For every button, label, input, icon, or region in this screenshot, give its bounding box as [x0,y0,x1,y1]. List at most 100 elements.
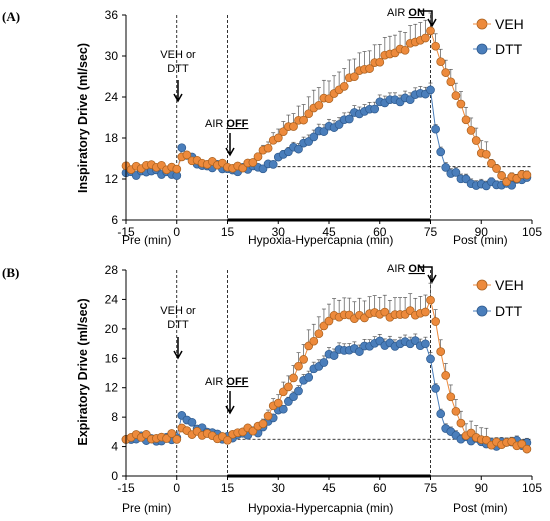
panel-a-veh-point [441,68,451,77]
panel-a-x-tick-label: 45 [322,225,336,239]
panel-b-y-tick-label: 0 [111,469,118,483]
panel-b-veh-point [309,336,319,346]
panel-b-segment-label-pre: Pre (min) [122,501,171,515]
panel-b-air-off-prefix: AIR [205,376,226,388]
panel-a-air-on-arrow [419,10,437,28]
panel-b-dtt-point [436,409,446,419]
panel-a-veh-point [238,163,248,173]
panel-a-veh-point [466,126,476,135]
panel-a-veh-point [289,122,298,131]
panel-a-dtt-point [405,95,415,105]
panel-b-veh-point [380,307,390,317]
panel-b-y-tick-label: 4 [111,440,118,454]
panel-a-dtt-point [294,144,303,154]
panel-b-segment-label-post: Post (min) [453,501,508,515]
panel-a-veh-point [278,127,288,137]
panel-b-veh-point [522,444,532,454]
panel-b-x-tick-label: 75 [424,481,438,495]
panel-b-dtt-point [187,417,197,427]
panel-b-dtt-point [431,384,440,393]
panel-a-x-tick-label: -15 [117,225,135,239]
panel-a-segment-label-pre: Pre (min) [122,233,171,247]
panel-b-data-points [121,295,532,454]
panel-a-y-tick-label: 36 [105,8,119,22]
panel-a-veh-point [431,41,440,51]
panel-b-x-tick-label: 15 [221,481,235,495]
panel-b-veh-point [314,329,324,339]
panel-a-legend-veh-label: VEH [495,16,524,32]
panel-a-x-tick-labels: -15 0 15 30 45 60 75 90 105 [117,225,542,239]
panel-b-y-tick-label: 12 [105,381,119,395]
panel-a-veh-point [172,164,182,174]
panel-a-veh-point [492,164,501,173]
panel-a-veh-point [481,149,491,159]
panel-a-y-tick-label: 6 [111,213,118,227]
panel-b-air-off-label: AIR OFF [205,376,249,388]
panel-b-dtt-point [278,404,288,414]
panel-b-annotations: VEH or DTT AIR OFF AIR ON [160,263,437,415]
panel-b-air-on-prefix: AIR [387,263,408,275]
panel-a-legend-dtt-marker [476,43,488,55]
panel-b-veh-point [446,392,456,402]
panel-a-air-on-prefix: AIR [387,7,408,19]
panel-b-x-tick-label: 60 [373,481,387,495]
panel-b-dtt-point [329,351,339,360]
panel-b-dtt-point [319,358,329,367]
panel-b-dtt-point [304,373,314,382]
panel-a-x-tick-label: 90 [475,225,489,239]
panel-a-x-tick-label: 75 [424,225,438,239]
panel-a-veh-point [421,33,430,43]
panel-b-veh-point [431,317,440,326]
panel-b-legend-veh-label: VEH [495,277,524,293]
panel-a-air-off-prefix: AIR [205,118,226,130]
panel-a-veh-point [400,45,410,55]
panel-b-veh-point [273,398,283,408]
panel-a-dtt-point [431,124,440,134]
panel-a-dtt-point [309,132,319,142]
panel-a-y-axis-label: Inspiratory Drive (ml/sec) [76,43,90,193]
panel-b-axes [122,269,533,480]
panel-b-veh-point [263,411,273,421]
panel-a-x-tick-label: 60 [373,225,387,239]
panel-b-air-on-arrow [419,266,437,284]
panel-a-annotations: VEH or DTT AIR OFF AIR ON [160,7,437,157]
panel-b-air-on-label: AIR ON [387,263,425,275]
panel-b-y-tick-labels: 0 4 8 12 16 20 24 28 [105,263,119,483]
panel-b-veh-point [421,307,430,317]
panel-a-dtt-point [177,143,187,153]
panel-b-veh-point [223,435,232,445]
panel-b-y-tick-label: 16 [105,351,119,365]
panel-a-dtt-point [344,114,354,124]
panel-b-x-tick-label: 105 [522,481,542,495]
panel-a-x-tick-label: 15 [221,225,235,239]
panel-b-legend-dtt-label: DTT [495,303,523,319]
panel-a-veh-point [314,100,324,110]
panel-a-axes [122,14,533,224]
panel-a-veh-point [522,170,532,180]
panel-b-veh-point [284,382,293,392]
panel-b-dtt-point [294,386,303,396]
panel-b-segment-label-hypoxia: Hypoxia-Hypercapnia (min) [248,501,393,515]
panel-a-dtt-series-line [125,88,528,187]
panel-b-veh-dtt-line2: DTT [167,319,189,331]
panel-a-dtt-point [319,127,329,136]
panel-a-segment-label-hypoxia: Hypoxia-Hypercapnia (min) [248,233,393,247]
panel-b-veh-point [258,419,268,429]
panel-b-x-tick-label: 90 [475,481,489,495]
panel-a-veh-point [456,99,466,109]
panel-b-veh-point [436,347,446,356]
panel-a-dtt-point [451,168,461,177]
panel-a-veh-dtt-line2: DTT [167,63,189,75]
panel-a-air-off-bold: OFF [226,118,248,130]
panel-b-air-off-bold: OFF [226,376,248,388]
panel-a-y-tick-label: 18 [105,131,119,145]
panel-a-veh-point [426,26,435,36]
panel-a-x-tick-label: 105 [522,225,542,239]
panel-b-veh-point [324,316,334,326]
panel-a-air-on-label: AIR ON [387,7,425,19]
panel-b-x-tick-label: 0 [173,481,180,495]
panel-a-veh-point [365,64,374,73]
panel-b: (B) Expiratory Drive (ml/sec) 0 4 8 12 16 20 2… [2,263,542,515]
panel-a-veh-point [273,133,283,143]
